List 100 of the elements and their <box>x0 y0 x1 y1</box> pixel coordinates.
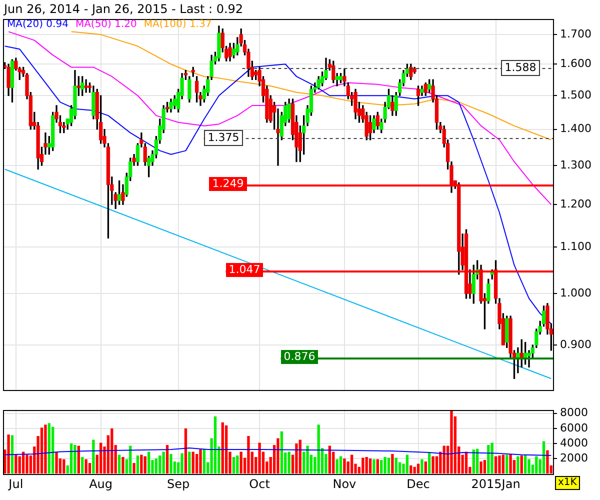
bar <box>48 423 50 474</box>
bar <box>110 428 114 474</box>
bar <box>118 454 121 474</box>
bar <box>410 465 412 474</box>
y-tick-label: 2000 <box>560 451 588 464</box>
bar <box>188 452 191 474</box>
bar <box>376 459 379 474</box>
y-tick-label: 1.700 <box>560 27 592 40</box>
bar <box>224 425 228 474</box>
y-tick-label: 1.400 <box>560 122 592 136</box>
bar <box>365 457 368 474</box>
bar <box>77 446 80 474</box>
bar <box>192 452 194 474</box>
bar <box>144 456 146 474</box>
y-tick-label: 1.500 <box>560 88 592 102</box>
bar <box>92 440 95 474</box>
y-axis-title: x1K <box>555 476 580 490</box>
bar <box>52 426 54 474</box>
bar <box>442 446 446 474</box>
y-tick-label: 8000 <box>560 406 588 420</box>
bar <box>483 460 486 474</box>
text: MA(50) 1.20 <box>75 19 137 30</box>
x-tick-label: Nov <box>332 476 356 491</box>
bar <box>162 452 165 474</box>
bar <box>516 456 520 474</box>
y-tick-label: 6000 <box>560 421 588 434</box>
ref-line-label: 0.876 <box>280 350 318 364</box>
bar <box>432 456 434 474</box>
bar <box>122 457 124 474</box>
bar <box>7 434 10 474</box>
bar <box>328 446 332 474</box>
bar <box>387 458 390 474</box>
bar <box>450 410 453 474</box>
bar <box>236 456 239 474</box>
ref-line-label: 1.375 <box>204 130 244 146</box>
bar <box>535 456 538 474</box>
y-tick-label: 4000 <box>560 436 588 450</box>
y-tick-label: 1.600 <box>560 56 592 70</box>
bar <box>428 452 431 474</box>
bar <box>368 458 372 474</box>
bar <box>280 431 284 474</box>
bar <box>276 438 280 474</box>
bar <box>10 435 14 474</box>
bar <box>424 462 427 474</box>
bar <box>136 456 140 474</box>
bar <box>129 446 132 474</box>
bar <box>524 454 527 474</box>
bar <box>147 452 150 474</box>
bar <box>99 442 102 474</box>
bar <box>420 459 424 474</box>
bar <box>298 440 302 474</box>
y-tick-label: 1.200 <box>560 197 592 210</box>
bar <box>81 457 84 474</box>
y-tick-label: 1.000 <box>560 286 592 300</box>
bar <box>170 454 172 474</box>
bar <box>372 459 376 474</box>
bar <box>528 459 530 474</box>
bar <box>362 458 364 474</box>
x-tick-label: Aug <box>89 476 113 491</box>
bar <box>180 453 184 474</box>
bar <box>132 463 136 474</box>
bar <box>26 454 28 474</box>
x-tick-label: Dec <box>406 476 430 491</box>
x-tick-label: Oct <box>249 476 270 491</box>
bar <box>336 459 338 474</box>
bar <box>184 428 188 474</box>
bar <box>398 462 402 474</box>
y-tick-label: 1.300 <box>560 158 592 172</box>
bar <box>14 454 18 474</box>
y-tick-label: 1.100 <box>560 240 592 253</box>
x-tick-label: Jul <box>8 476 24 491</box>
bar <box>542 441 546 474</box>
bar <box>214 416 217 474</box>
ref-line-label: 1.249 <box>209 177 247 191</box>
bar <box>380 460 383 474</box>
bar <box>490 442 494 474</box>
bar <box>416 464 420 474</box>
bar <box>40 428 44 474</box>
bar <box>295 443 298 474</box>
bar <box>506 454 508 474</box>
bar <box>435 456 438 474</box>
bar <box>391 454 394 474</box>
bar <box>18 456 21 474</box>
bar <box>288 452 290 474</box>
candlestick <box>84 79 88 93</box>
ref-line-label: 1.588 <box>500 60 540 76</box>
bar <box>62 459 66 474</box>
bar <box>384 457 386 474</box>
series-label: MA(100) 1.37 <box>144 19 212 30</box>
bar <box>502 454 504 474</box>
y-tick-label: 0.900 <box>560 338 592 351</box>
x-tick-label: 2015Jan <box>471 476 520 491</box>
series-label: MA(20) 0.94 <box>7 19 68 30</box>
bar <box>166 444 169 474</box>
bar <box>306 446 309 474</box>
x-tick-label: Sep <box>167 476 190 491</box>
bar <box>55 452 58 474</box>
bar <box>232 457 236 474</box>
bar <box>154 458 158 474</box>
bar <box>509 454 512 474</box>
